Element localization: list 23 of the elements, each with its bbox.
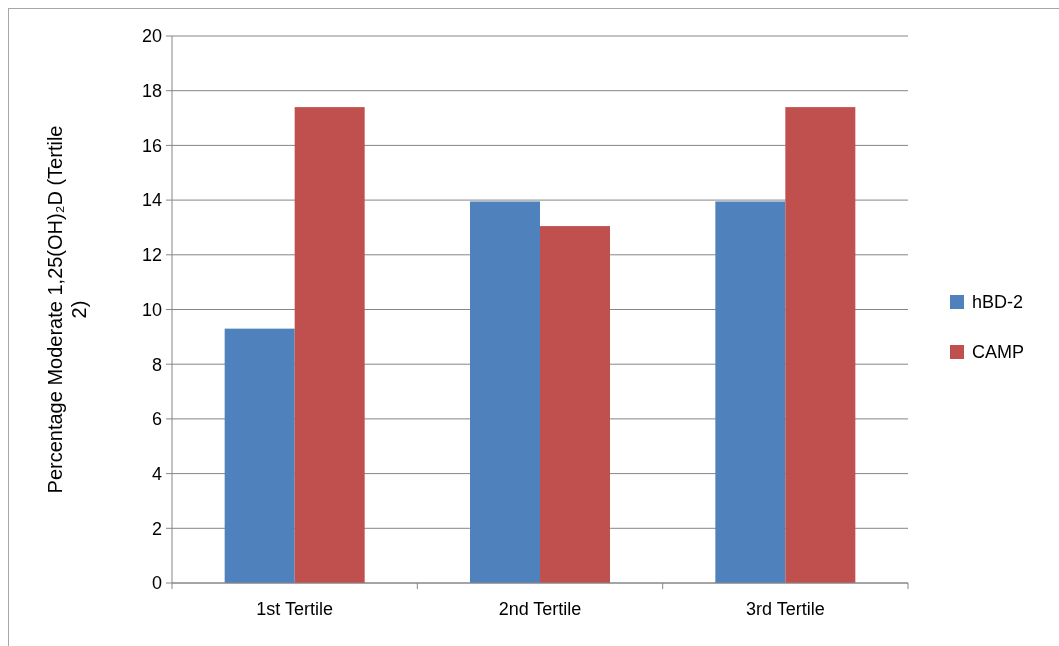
bar bbox=[540, 226, 610, 583]
y-tick-label: 0 bbox=[151, 573, 162, 594]
y-tick-label: 20 bbox=[141, 26, 162, 47]
x-tick-label: 1st Tertile bbox=[256, 599, 334, 619]
y-tick-label: 18 bbox=[141, 81, 162, 101]
x-tick-label: 2nd Tertile bbox=[498, 599, 582, 619]
legend-label: CAMP bbox=[972, 342, 1025, 363]
bar bbox=[715, 201, 786, 583]
y-tick-label: 12 bbox=[141, 245, 162, 266]
bar bbox=[785, 107, 856, 583]
y-tick-label: 4 bbox=[151, 463, 162, 484]
bar bbox=[224, 328, 295, 583]
y-tick-label: 6 bbox=[151, 409, 162, 430]
legend-label: hBD-2 bbox=[972, 292, 1024, 313]
x-tick-label: 3rd Tertile bbox=[745, 599, 825, 619]
y-tick-label: 8 bbox=[151, 354, 162, 375]
y-tick-label: 16 bbox=[141, 135, 162, 156]
bar bbox=[470, 201, 540, 583]
y-tick-label: 2 bbox=[151, 518, 162, 539]
bar bbox=[294, 107, 365, 583]
y-tick-label: 14 bbox=[141, 190, 162, 211]
y-axis-title: Percentage Moderate 1,25(OH)₂D (Tertile 2) bbox=[44, 125, 90, 494]
y-tick-label: 10 bbox=[141, 299, 162, 320]
